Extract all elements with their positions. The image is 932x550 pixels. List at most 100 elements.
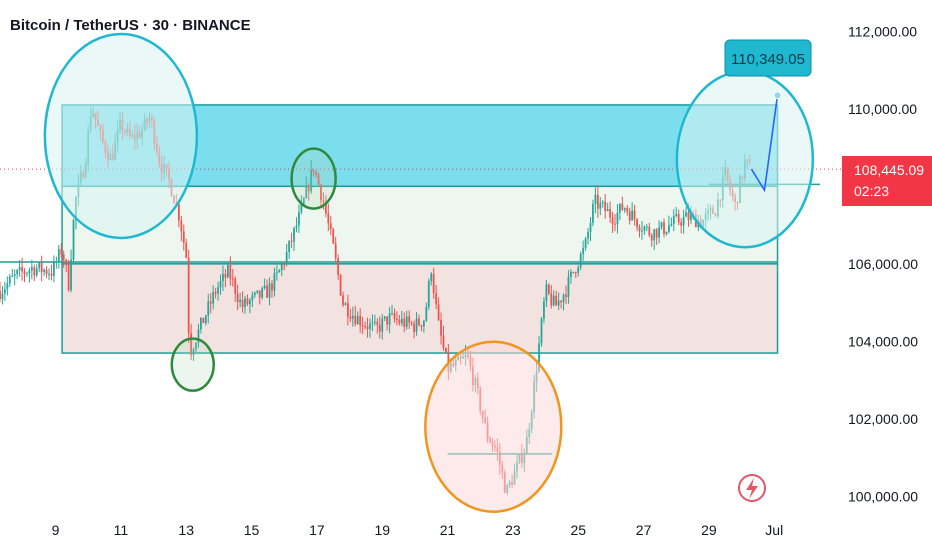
candle-body	[324, 202, 327, 214]
candle-body	[57, 248, 60, 262]
candle-body	[249, 300, 251, 305]
candle-body	[432, 273, 435, 293]
candle-body	[67, 264, 70, 291]
zone-support	[61, 263, 779, 354]
candle-body	[621, 203, 624, 210]
candle-body	[373, 321, 376, 323]
candle-body	[388, 313, 391, 325]
y-tick-label: 100,000.00	[848, 488, 918, 504]
candle-body	[307, 185, 310, 192]
candle-body	[295, 225, 298, 228]
candle-body	[653, 229, 656, 241]
candle-body	[594, 194, 597, 204]
candle-body	[246, 298, 249, 305]
candle-body	[290, 240, 293, 242]
candle-body	[650, 235, 653, 241]
candle-body	[638, 227, 641, 231]
candle-body	[567, 276, 570, 297]
candle-body	[40, 262, 43, 273]
candle-body	[219, 281, 222, 288]
candle-body	[21, 267, 23, 272]
candle-body	[317, 174, 320, 185]
candle-body	[579, 253, 582, 268]
candle-body	[38, 262, 41, 269]
candle-body	[285, 252, 288, 265]
candle-body	[376, 321, 379, 325]
candle-body	[655, 229, 658, 238]
candle-body	[195, 342, 197, 350]
time-axis[interactable]: 9 11 13 15 17 19 21 23 25 27 29 Jul	[52, 522, 784, 538]
candle-body	[65, 259, 68, 265]
candle-body	[239, 299, 242, 303]
candle-body	[596, 194, 599, 209]
candle-body	[300, 203, 303, 213]
candle-body	[217, 287, 219, 294]
candle-body	[611, 217, 614, 224]
candle-body	[359, 315, 362, 326]
candle-body	[275, 272, 278, 274]
candle-body	[609, 209, 611, 218]
candle-body	[643, 226, 646, 231]
candle-body	[28, 270, 31, 274]
target-price-label: 110,349.05	[731, 51, 805, 68]
candle-body	[347, 303, 349, 317]
candle-body	[582, 248, 585, 254]
candle-body	[677, 214, 680, 223]
lightning-icon[interactable]	[738, 474, 766, 502]
circle-orange-22	[424, 340, 563, 513]
candle-body	[690, 213, 692, 221]
candle-body	[209, 301, 212, 304]
candle-body	[687, 212, 690, 221]
candle-body	[212, 291, 215, 304]
x-tick-label: 21	[440, 522, 456, 538]
candle-body	[577, 267, 580, 273]
candle-body	[599, 202, 602, 209]
x-tick-label: 27	[636, 522, 652, 538]
candle-body	[283, 263, 286, 265]
candle-body	[445, 347, 447, 353]
candle-body	[400, 318, 403, 324]
candle-body	[614, 223, 616, 225]
candle-body	[557, 300, 560, 306]
candle-body	[668, 225, 670, 232]
y-tick-label: 104,000.00	[848, 333, 918, 349]
x-tick-label: 11	[114, 522, 129, 538]
candle-body	[685, 212, 687, 217]
candle-body	[70, 259, 72, 291]
candle-body	[251, 294, 254, 301]
candle-body	[258, 290, 261, 298]
candle-body	[366, 326, 369, 329]
candle-body	[636, 219, 638, 228]
candle-body	[660, 222, 663, 228]
candle-body	[619, 203, 621, 213]
candle-body	[315, 171, 317, 175]
countdown-label: 02:23	[854, 183, 889, 199]
candle-body	[55, 261, 58, 263]
candle-body	[658, 227, 661, 238]
candle-body	[633, 210, 636, 220]
candle-body	[33, 267, 36, 276]
candle-body	[4, 289, 6, 294]
candle-body	[45, 269, 48, 275]
candle-body	[0, 291, 1, 300]
candle-body	[16, 270, 19, 275]
candle-body	[26, 273, 28, 275]
candle-body	[663, 222, 665, 234]
candle-body	[268, 283, 271, 298]
circle-green-17	[290, 147, 337, 210]
candle-body	[572, 271, 575, 273]
current-price-label: 108,445.09	[854, 162, 924, 178]
candle-body	[62, 254, 65, 260]
candle-body	[543, 301, 545, 319]
candle-body	[420, 325, 423, 327]
candle-body	[229, 265, 232, 279]
candle-body	[398, 319, 401, 324]
candle-body	[538, 343, 540, 372]
candle-body	[552, 295, 555, 306]
candle-body	[322, 200, 325, 203]
circle-cyan-left	[43, 32, 199, 240]
candle-body	[440, 319, 442, 336]
candle-body	[565, 294, 567, 297]
candle-body	[214, 291, 217, 294]
